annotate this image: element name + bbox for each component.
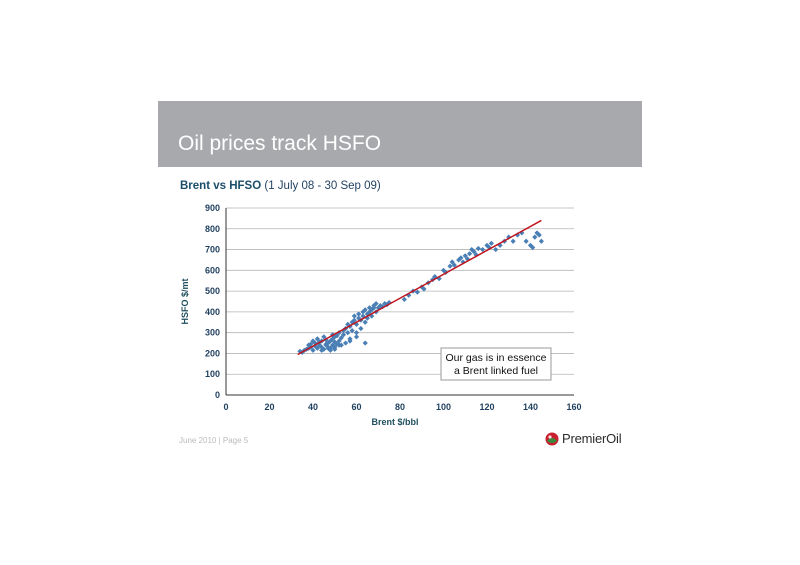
data-point [486,244,492,251]
data-point [340,332,347,338]
title-banner: Oil prices track HSFO [158,101,642,167]
data-point [314,345,320,351]
data-point [321,334,327,340]
data-point [460,259,466,265]
x-tick-label: 40 [308,402,318,412]
x-tick-label: 100 [436,402,451,412]
slide: Oil prices track HSFO Brent vs HFSO (1 J… [158,101,642,461]
y-tick-label: 900 [205,203,220,213]
data-point [325,345,331,351]
x-tick-labels: 0 20 40 60 80 100 120 140 160 [223,402,581,412]
data-point [458,255,464,261]
trendline [297,219,542,356]
slide-title: Oil prices track HSFO [178,132,382,155]
data-point [356,311,362,317]
data-point [351,313,357,319]
premier-oil-logo: PremierOil [545,431,622,446]
x-tick-label: 160 [566,402,581,412]
data-point [493,246,499,253]
data-point [332,339,338,345]
data-point [436,276,442,282]
data-point [332,346,338,352]
logo-text: PremierOil [562,431,622,446]
y-axis-label: HSFO $/mt [180,278,190,324]
y-tick-label: 500 [205,286,220,296]
data-points [297,230,544,356]
data-point [467,251,473,257]
data-point [447,263,453,269]
data-point [358,325,364,332]
gridlines [225,207,574,396]
data-point [462,253,468,259]
data-point [345,330,351,336]
chart-heading-main: Brent vs HFSO [180,180,262,192]
data-point [353,334,360,340]
data-point [471,249,477,255]
chart-heading-period: (1 July 08 - 30 Sep 09) [264,180,381,192]
data-point [310,347,316,353]
data-point [321,346,327,352]
data-point [386,299,392,306]
data-point [480,246,486,253]
annotation-frame [440,347,552,381]
x-tick-label: 0 [223,402,228,412]
globe-logo-icon [545,432,559,445]
data-point [312,340,318,346]
data-point [510,238,516,244]
data-point [421,286,427,292]
data-point [532,234,538,240]
footer-text: June 2010 | Page 5 [179,436,249,445]
data-point [536,232,542,238]
data-point [414,289,420,295]
data-point [488,240,494,246]
y-tick-label: 600 [205,265,220,275]
data-point [523,238,529,244]
x-axis-label: Brent $/bbl [371,417,418,427]
annotation-line-1: Our gas is in essence [446,352,547,364]
y-tick-label: 400 [205,307,220,317]
y-tick-label: 800 [205,224,220,234]
data-point [475,245,481,252]
data-point [362,340,368,346]
x-tick-label: 80 [395,402,405,412]
annotation-line-2: a Brent linked fuel [454,365,538,377]
scatter-chart: 0 100 200 300 400 500 600 700 800 900 0 20 40 60 80 10… [180,203,582,427]
data-point [530,244,536,251]
y-tick-labels: 0 100 200 300 400 500 600 700 800 900 [205,203,220,400]
data-point [353,330,360,336]
x-tick-label: 120 [479,402,494,412]
data-point [456,257,462,263]
data-point [469,246,475,253]
x-tick-label: 140 [523,402,538,412]
data-point [449,259,455,265]
annotation-box: Our gas is in essence a Brent linked fue… [440,347,552,381]
x-tick-label: 20 [264,402,274,412]
data-point [362,319,368,325]
y-tick-label: 0 [215,390,220,400]
y-tick-label: 700 [205,245,220,255]
chart-heading: Brent vs HFSO (1 July 08 - 30 Sep 09) [180,180,381,192]
data-point [538,238,544,244]
y-tick-label: 200 [205,348,220,358]
y-tick-label: 100 [205,369,220,379]
data-point [343,340,349,346]
data-point [534,230,540,236]
data-point [351,317,357,323]
y-tick-label: 300 [205,328,220,338]
x-tick-label: 60 [351,402,361,412]
